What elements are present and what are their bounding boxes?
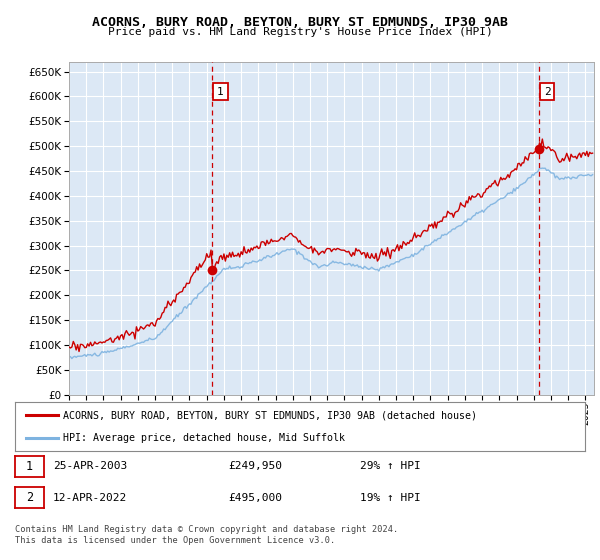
Text: Contains HM Land Registry data © Crown copyright and database right 2024.
This d: Contains HM Land Registry data © Crown c…: [15, 525, 398, 545]
Text: £495,000: £495,000: [228, 493, 282, 503]
Text: ACORNS, BURY ROAD, BEYTON, BURY ST EDMUNDS, IP30 9AB (detached house): ACORNS, BURY ROAD, BEYTON, BURY ST EDMUN…: [64, 410, 478, 421]
Text: 25-APR-2003: 25-APR-2003: [53, 461, 127, 472]
Text: £249,950: £249,950: [228, 461, 282, 472]
Text: 1: 1: [26, 460, 33, 473]
Text: HPI: Average price, detached house, Mid Suffolk: HPI: Average price, detached house, Mid …: [64, 433, 346, 443]
Text: ACORNS, BURY ROAD, BEYTON, BURY ST EDMUNDS, IP30 9AB: ACORNS, BURY ROAD, BEYTON, BURY ST EDMUN…: [92, 16, 508, 29]
Text: 12-APR-2022: 12-APR-2022: [53, 493, 127, 503]
Text: 2: 2: [544, 87, 551, 96]
Text: Price paid vs. HM Land Registry's House Price Index (HPI): Price paid vs. HM Land Registry's House …: [107, 27, 493, 38]
Text: 29% ↑ HPI: 29% ↑ HPI: [360, 461, 421, 472]
Text: 2: 2: [26, 491, 33, 505]
Text: 19% ↑ HPI: 19% ↑ HPI: [360, 493, 421, 503]
Text: 1: 1: [217, 87, 224, 96]
